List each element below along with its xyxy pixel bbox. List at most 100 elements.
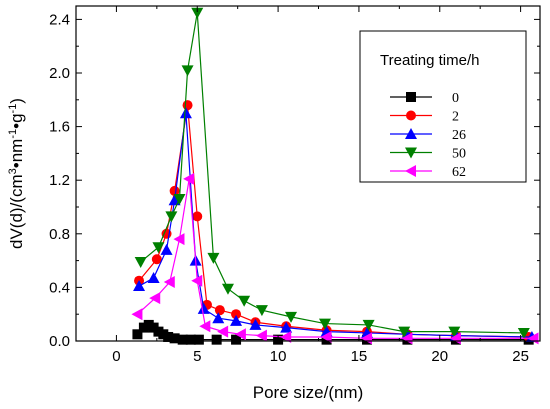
data-point bbox=[197, 302, 210, 314]
data-point bbox=[132, 329, 143, 340]
y-tick-label: 1.2 bbox=[49, 172, 70, 189]
series-line bbox=[140, 12, 524, 334]
data-point bbox=[131, 308, 143, 321]
y-tick-label: 0.0 bbox=[49, 333, 70, 350]
data-point bbox=[249, 318, 262, 330]
data-point bbox=[517, 327, 530, 339]
y-label-mid2: •g bbox=[7, 113, 26, 128]
ticks-layer: 0 5 10 15 20 250.00.40.81.21.62.02.4 bbox=[49, 6, 540, 365]
y-label-sup3: -1 bbox=[7, 104, 19, 114]
legend-title: Treating time/h bbox=[380, 52, 480, 69]
data-point bbox=[230, 314, 243, 326]
data-point bbox=[448, 326, 461, 338]
legend-item: 0 bbox=[390, 91, 459, 106]
legend-marker bbox=[406, 92, 416, 102]
data-point bbox=[169, 185, 180, 196]
data-point bbox=[255, 329, 267, 342]
data-point bbox=[211, 334, 222, 345]
data-point bbox=[181, 65, 194, 77]
data-point bbox=[280, 321, 293, 333]
legend-label: 26 bbox=[452, 128, 466, 143]
legend-label: 50 bbox=[452, 147, 466, 162]
series-62 bbox=[131, 172, 539, 345]
data-point bbox=[173, 233, 185, 246]
plot-frame bbox=[75, 5, 541, 342]
data-point bbox=[160, 243, 173, 255]
y-tick-label: 2.0 bbox=[49, 65, 70, 82]
data-point bbox=[185, 334, 196, 345]
data-point bbox=[191, 274, 203, 287]
data-point bbox=[192, 211, 203, 222]
data-point bbox=[255, 305, 268, 317]
data-point bbox=[151, 254, 162, 265]
x-tick-label: 5 bbox=[193, 348, 201, 365]
x-tick-label: 20 bbox=[431, 348, 448, 365]
data-point bbox=[165, 211, 178, 223]
x-tick-label: 10 bbox=[270, 348, 287, 365]
data-point bbox=[221, 283, 234, 295]
data-point bbox=[134, 256, 147, 268]
series-line bbox=[137, 178, 534, 339]
data-point bbox=[214, 305, 225, 316]
y-tick-label: 1.6 bbox=[49, 119, 70, 136]
data-point bbox=[177, 334, 188, 345]
legend-marker bbox=[405, 165, 416, 177]
data-point bbox=[191, 7, 204, 19]
data-point bbox=[149, 292, 161, 305]
legend-label: 2 bbox=[452, 110, 459, 125]
legend: Treating time/h 0 2 26 50 62 bbox=[359, 30, 527, 183]
data-point bbox=[217, 325, 229, 338]
y-axis-label: dV(d)/(cm3•nm-1•g-1) bbox=[7, 98, 26, 249]
legend-marker bbox=[405, 147, 417, 159]
x-axis-label: Pore size/(nm) bbox=[253, 383, 364, 402]
legend-marker bbox=[406, 110, 416, 121]
series-50 bbox=[134, 7, 530, 339]
legend-marker bbox=[405, 128, 417, 139]
y-label-sup2: -1 bbox=[7, 129, 19, 139]
data-point bbox=[318, 318, 331, 330]
data-point bbox=[207, 252, 220, 264]
data-point bbox=[238, 295, 251, 307]
legend-item: 50 bbox=[390, 147, 466, 162]
x-tick-label: 25 bbox=[512, 348, 529, 365]
y-label-suffix: ) bbox=[7, 98, 26, 104]
legend-items: 0 2 26 50 62 bbox=[390, 91, 466, 180]
data-point bbox=[163, 276, 175, 289]
data-point bbox=[234, 328, 246, 341]
data-point bbox=[182, 100, 193, 111]
y-label-mid1: •nm bbox=[7, 139, 26, 169]
legend-label: 62 bbox=[452, 165, 466, 180]
data-point bbox=[179, 107, 192, 119]
data-point bbox=[173, 193, 186, 205]
y-tick-label: 0.8 bbox=[49, 226, 70, 243]
y-label-sup1: 3 bbox=[7, 168, 19, 174]
legend-item: 62 bbox=[390, 165, 466, 180]
legend-item: 2 bbox=[390, 110, 459, 125]
y-label-prefix: dV(d)/(cm bbox=[7, 174, 26, 249]
data-point bbox=[133, 280, 146, 292]
data-point bbox=[147, 272, 160, 284]
data-point bbox=[231, 334, 242, 345]
data-point bbox=[320, 330, 332, 343]
data-point bbox=[280, 330, 292, 343]
legend-label: 0 bbox=[452, 91, 459, 106]
series-layer bbox=[131, 7, 539, 345]
data-point bbox=[212, 312, 225, 324]
data-point bbox=[231, 309, 242, 320]
y-tick-label: 2.4 bbox=[49, 11, 70, 28]
data-point bbox=[193, 334, 204, 345]
data-point bbox=[362, 319, 375, 331]
data-point bbox=[183, 172, 195, 185]
data-point bbox=[169, 333, 180, 344]
data-point bbox=[398, 326, 411, 338]
x-tick-label: 0 bbox=[112, 348, 120, 365]
legend-item: 26 bbox=[390, 128, 466, 143]
data-point bbox=[163, 331, 174, 342]
series-line bbox=[138, 113, 532, 338]
data-point bbox=[152, 242, 165, 254]
x-tick-label: 15 bbox=[351, 348, 368, 365]
y-tick-label: 0.4 bbox=[49, 279, 70, 296]
legend-box bbox=[359, 30, 527, 183]
data-point bbox=[285, 311, 298, 323]
